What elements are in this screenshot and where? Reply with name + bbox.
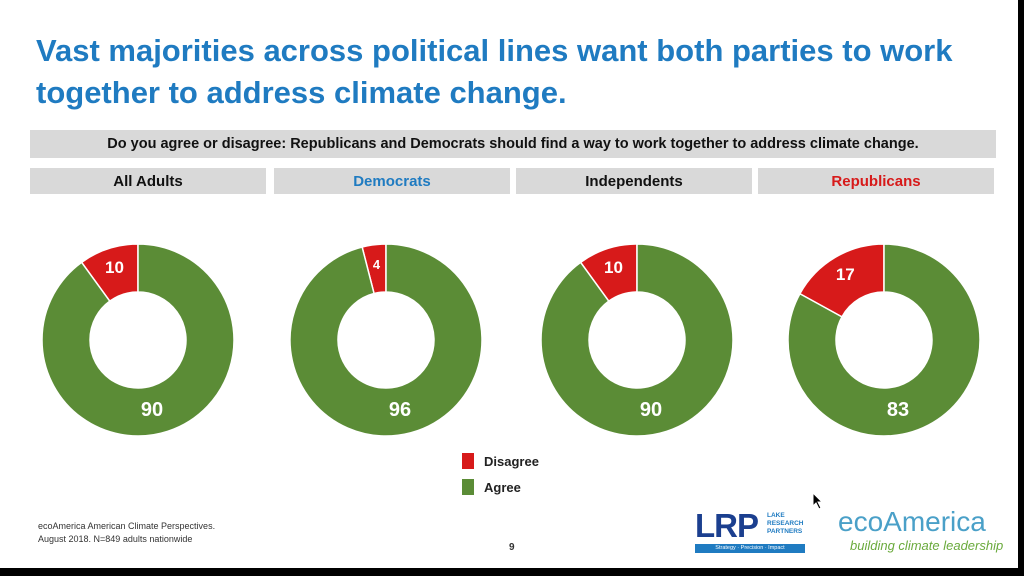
slide-title: Vast majorities across political lines w…: [36, 33, 953, 110]
data-label-disagree: 17: [836, 265, 855, 284]
page-number: 9: [509, 542, 515, 553]
data-label-disagree: 10: [105, 258, 124, 277]
lrp-logo-line: LAKE: [767, 512, 785, 519]
survey-question-text: Do you agree or disagree: Republicans an…: [107, 136, 919, 152]
legend-label: Agree: [484, 479, 521, 495]
footnote-line: August 2018. N=849 adults nationwide: [38, 534, 193, 544]
mouse-cursor-icon: [812, 492, 824, 510]
group-header-republicans: Republicans: [758, 168, 994, 194]
lrp-logo-strip: Strategy · Precision · Impact: [695, 544, 805, 553]
data-label-agree: 90: [640, 399, 662, 421]
legend-item-agree: Agree: [462, 474, 539, 500]
lrp-logo-line: PARTNERS: [767, 528, 803, 535]
data-label-disagree: 10: [604, 258, 623, 277]
group-header-all-adults: All Adults: [30, 168, 266, 194]
chart-legend: Disagree Agree: [462, 448, 539, 500]
data-label-agree: 96: [389, 399, 411, 421]
lrp-logo-line: RESEARCH: [767, 520, 804, 527]
group-header-label: Republicans: [831, 172, 921, 190]
donut-slice-agree: [41, 243, 235, 437]
lrp-logo-letters: LRP: [695, 507, 759, 544]
group-header-label: All Adults: [113, 172, 183, 190]
legend-swatch-disagree: [462, 453, 474, 469]
legend-label: Disagree: [484, 453, 539, 469]
legend-item-disagree: Disagree: [462, 448, 539, 474]
survey-question: Do you agree or disagree: Republicans an…: [30, 130, 996, 158]
group-header-independents: Independents: [516, 168, 752, 194]
donut-slice-agree: [787, 243, 981, 437]
lrp-logo-subtitle: LAKE RESEARCH PARTNERS: [767, 512, 803, 536]
ecoamerica-logo-tagline: building climate leadership: [850, 538, 1004, 553]
source-footnote: ecoAmerica American Climate Perspectives…: [38, 520, 278, 546]
group-header-democrats: Democrats: [274, 168, 510, 194]
donut-charts: 10 90 4 96 10 90 17 83: [41, 243, 981, 437]
group-header-label: Democrats: [353, 172, 431, 190]
group-header-label: Independents: [585, 172, 683, 190]
donut-slice-agree: [540, 243, 734, 437]
ecoamerica-logo: ecoAmerica building climate leadership: [838, 506, 1008, 554]
data-label-agree: 83: [887, 399, 909, 421]
donut-slice-agree: [289, 243, 483, 437]
data-label-disagree: 4: [373, 257, 381, 272]
data-label-agree: 90: [141, 399, 163, 421]
legend-swatch-agree: [462, 479, 474, 495]
ecoamerica-logo-name: ecoAmerica: [838, 506, 986, 537]
lrp-logo: LRP LAKE RESEARCH PARTNERS Strategy · Pr…: [695, 508, 810, 558]
footnote-line: ecoAmerica American Climate Perspectives…: [38, 521, 216, 531]
